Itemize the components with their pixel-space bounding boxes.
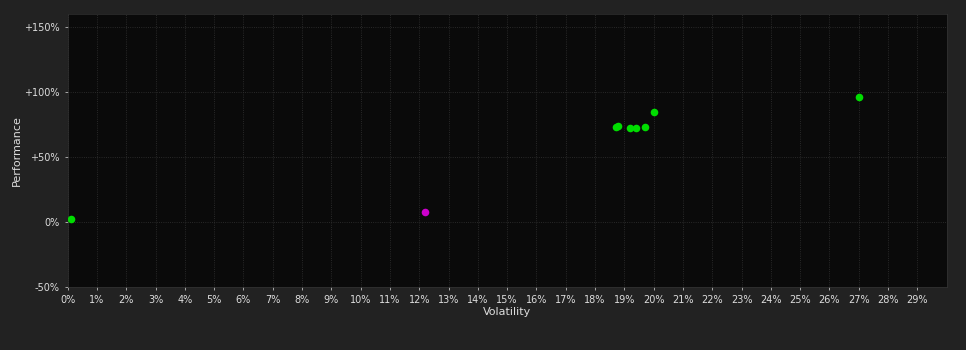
Point: [646, 109, 662, 114]
Point: [622, 126, 638, 131]
Point: [63, 217, 78, 222]
Point: [628, 126, 643, 131]
X-axis label: Volatility: Volatility: [483, 307, 531, 317]
Point: [638, 124, 653, 130]
Point: [611, 123, 626, 128]
Point: [608, 124, 623, 130]
Y-axis label: Performance: Performance: [12, 115, 21, 186]
Point: [417, 209, 433, 215]
Point: [851, 94, 867, 100]
